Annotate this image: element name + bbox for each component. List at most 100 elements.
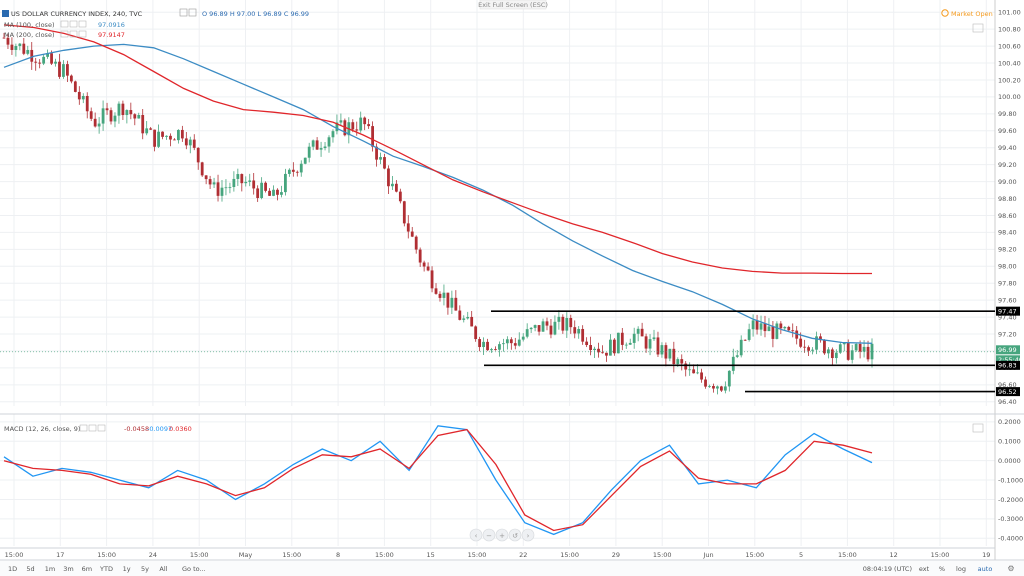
- candle-up: [834, 352, 838, 359]
- price-tick-label: 99.00: [998, 178, 1017, 186]
- ma200-settings-icon[interactable]: [69, 30, 78, 38]
- candle-down: [73, 81, 77, 92]
- interval-button[interactable]: 1y: [123, 565, 131, 573]
- candle-down: [494, 349, 497, 350]
- market-status[interactable]: Market Open: [941, 9, 993, 18]
- candle-down: [549, 325, 553, 335]
- ma100-settings-icon[interactable]: [69, 20, 78, 28]
- candle-down: [383, 157, 386, 169]
- interval-buttons: 1D 5d 1m 3m 6m YTD 1y 5y All Go to...: [8, 565, 206, 573]
- interval-button[interactable]: 6m: [82, 565, 92, 573]
- candle-up: [442, 292, 446, 298]
- exit-fullscreen-button[interactable]: Exit Full Screen (ESC): [478, 0, 548, 10]
- candle-down: [426, 266, 430, 271]
- ma100-value: 97.0916: [98, 21, 125, 29]
- candle-up: [616, 332, 620, 354]
- ma200-eye-icon[interactable]: [60, 30, 69, 38]
- candle-up: [668, 348, 672, 359]
- candle-up: [26, 49, 30, 54]
- time-tick-label: 17: [56, 551, 64, 559]
- candle-down: [640, 328, 644, 337]
- candle-up: [14, 46, 18, 50]
- candle-down: [363, 117, 367, 125]
- candle-down: [680, 359, 684, 364]
- candle-down: [268, 190, 271, 196]
- ma100-buttons[interactable]: [60, 20, 87, 28]
- price-tick-label: 97.40: [998, 313, 1017, 321]
- interval-button[interactable]: 5d: [26, 565, 34, 573]
- scale-option-percent[interactable]: %: [939, 565, 945, 573]
- macd-close-icon[interactable]: [97, 424, 106, 432]
- exit-fullscreen-bg[interactable]: [479, 0, 547, 10]
- header-buttons[interactable]: [179, 8, 197, 17]
- ma200-close-icon[interactable]: [78, 30, 87, 38]
- candle-up: [113, 115, 117, 122]
- candle-down: [406, 223, 410, 232]
- time-axis[interactable]: 15:00 17 15:00 24 15:00 May 15:00 8 15:00 15 15:00…: [5, 551, 1024, 559]
- candle-down: [367, 124, 371, 127]
- zoom-out-button[interactable]: [482, 528, 496, 542]
- candle-up: [739, 339, 743, 356]
- candle-down: [38, 62, 42, 64]
- ma100-close-icon[interactable]: [78, 20, 87, 28]
- candle-down: [454, 297, 458, 311]
- macd-settings-icon[interactable]: [88, 424, 97, 432]
- settings-icon[interactable]: [972, 23, 984, 33]
- zoom-in-button[interactable]: [495, 528, 509, 542]
- macd-line-value: -0.0097: [147, 425, 172, 433]
- candle-down: [387, 168, 390, 187]
- scale-option-auto[interactable]: auto: [978, 565, 993, 573]
- interval-button[interactable]: 5y: [141, 565, 149, 573]
- candle-down: [430, 270, 434, 289]
- candle-up: [228, 186, 232, 188]
- interval-button[interactable]: YTD: [99, 565, 113, 573]
- scale-option-ext[interactable]: ext: [919, 565, 930, 573]
- reset-button[interactable]: [508, 528, 522, 542]
- chart-scroll-controls[interactable]: ‹ − + ↺ ›: [469, 528, 535, 542]
- candle-down: [458, 310, 462, 320]
- macd-eye-icon[interactable]: [79, 424, 88, 432]
- scroll-right-button[interactable]: [521, 528, 535, 542]
- macd-axis[interactable]: 0.2000 0.1000 0.0000 -0.1000 -0.2000 -0.3000 -…: [998, 418, 1023, 542]
- candle-up: [212, 182, 216, 185]
- interval-button[interactable]: All: [159, 565, 167, 573]
- candle-up: [331, 131, 335, 138]
- candle-up: [827, 349, 830, 354]
- interval-button[interactable]: 1D: [8, 565, 17, 573]
- candle-down: [93, 118, 97, 127]
- macd-tick-label: -0.1000: [998, 476, 1023, 484]
- interval-button[interactable]: Go to...: [182, 565, 206, 573]
- scroll-left-button[interactable]: [469, 528, 483, 542]
- time-tick-label: 15:00: [468, 551, 487, 559]
- candle-down: [803, 346, 807, 348]
- macd-pane-settings-icon[interactable]: [972, 423, 984, 433]
- market-status-label: Market Open: [951, 10, 993, 18]
- candle-up: [735, 355, 739, 357]
- candle-up: [466, 316, 470, 319]
- candle-up: [850, 350, 854, 360]
- candle-down: [799, 338, 803, 347]
- settings-icon[interactable]: [188, 8, 197, 17]
- gear-icon[interactable]: ⚙: [1007, 564, 1014, 573]
- time-tick-label: 15:00: [5, 551, 24, 559]
- interval-button[interactable]: 1m: [45, 565, 55, 573]
- candle-up: [391, 183, 394, 187]
- eye-icon[interactable]: [179, 8, 188, 17]
- macd-buttons[interactable]: [79, 424, 106, 432]
- scale-option-log[interactable]: log: [956, 565, 966, 573]
- candle-down: [858, 343, 862, 352]
- candle-down: [513, 343, 517, 346]
- moving-averages-layer: [3, 24, 873, 344]
- candle-down: [375, 146, 378, 160]
- candle-down: [823, 340, 826, 354]
- candle-down: [89, 111, 93, 119]
- plus-icon: +: [499, 532, 505, 540]
- interval-button[interactable]: 3m: [63, 565, 73, 573]
- candle-up: [307, 146, 311, 158]
- ma100-eye-icon[interactable]: [60, 20, 69, 28]
- ma200-buttons[interactable]: [60, 30, 87, 38]
- candle-down: [644, 336, 648, 349]
- candle-up: [811, 349, 814, 351]
- candle-up: [775, 323, 779, 339]
